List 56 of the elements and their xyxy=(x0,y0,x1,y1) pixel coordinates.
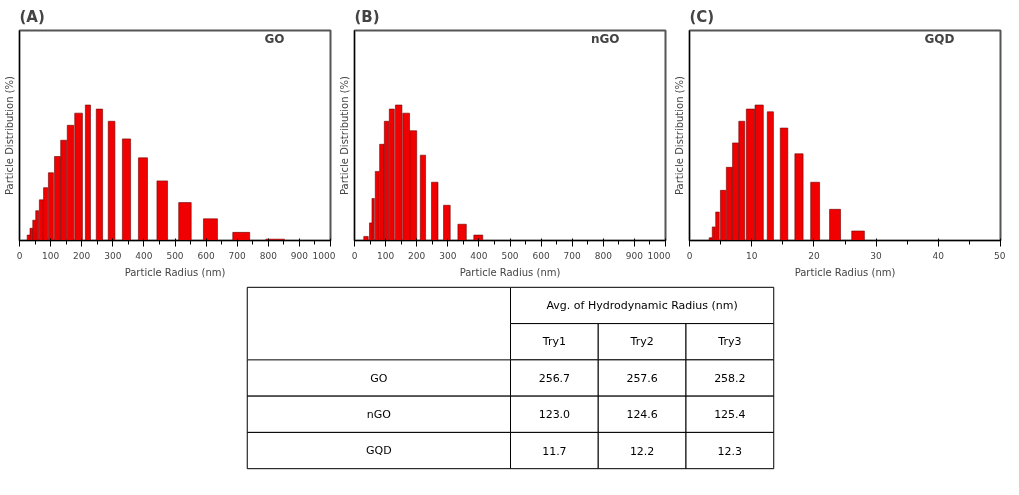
category-label: GQD xyxy=(366,444,392,458)
text: GQD xyxy=(924,31,955,46)
x-tick-label: 600 xyxy=(197,250,215,261)
y-axis-title: Particle Distribution (%) xyxy=(673,75,685,195)
x-axis-title: Particle Radius (nm) xyxy=(124,266,226,278)
text: 257.6 xyxy=(626,372,658,385)
text: 258.2 xyxy=(714,372,746,385)
x-tick-label: 0 xyxy=(351,250,358,261)
x-tick-label: 100 xyxy=(377,250,395,261)
x-tick-label: 400 xyxy=(470,250,488,261)
text: 124.6 xyxy=(626,408,658,422)
chart-title: (B) xyxy=(354,7,380,26)
x-tick-label: 300 xyxy=(104,250,122,261)
text: 11.7 xyxy=(542,444,567,458)
category-label: Try3 xyxy=(717,335,742,349)
text: Avg. of Hydrodynamic Radius (nm) xyxy=(546,298,738,312)
x-tick-label: 100 xyxy=(42,250,60,261)
x-tick-label: 0 xyxy=(686,250,693,261)
x-tick-label: 700 xyxy=(228,250,247,261)
text: 123.0 xyxy=(538,408,571,422)
category-label: nGO xyxy=(366,407,391,421)
text: GO xyxy=(264,31,285,46)
x-tick-label: 900 xyxy=(290,250,309,261)
x-tick-label: 600 xyxy=(532,250,550,261)
x-tick-label: 400 xyxy=(135,250,153,261)
text: 12.2 xyxy=(629,444,655,458)
x-tick-label: 800 xyxy=(259,250,278,261)
x-tick-label: 40 xyxy=(932,250,945,261)
category-label: Try2 xyxy=(629,335,654,349)
x-tick-label: 200 xyxy=(73,250,91,261)
x-tick-label: 500 xyxy=(166,250,184,261)
x-axis-title: Particle Radius (nm) xyxy=(794,266,896,278)
text: 12.3 xyxy=(717,444,743,458)
y-axis-title: Particle Distribution (%) xyxy=(338,75,350,195)
x-tick-label: 200 xyxy=(408,250,426,261)
category-label: Try1 xyxy=(541,335,566,349)
x-tick-label: 20 xyxy=(808,250,820,261)
x-tick-label: 1000 xyxy=(647,250,671,261)
x-tick-label: 50 xyxy=(994,250,1006,261)
x-tick-label: 30 xyxy=(870,250,883,261)
x-tick-label: 700 xyxy=(563,250,582,261)
x-tick-label: 0 xyxy=(16,250,23,261)
category-label: GO xyxy=(370,371,388,385)
text: nGO xyxy=(590,31,620,46)
text: 256.7 xyxy=(538,372,571,385)
x-tick-label: 300 xyxy=(439,250,457,261)
y-axis-title: Particle Distribution (%) xyxy=(3,75,15,195)
x-axis-title: Particle Radius (nm) xyxy=(459,266,561,278)
x-tick-label: 500 xyxy=(501,250,519,261)
x-tick-label: 10 xyxy=(745,250,758,261)
chart-title: (A) xyxy=(19,7,45,26)
x-tick-label: 800 xyxy=(594,250,613,261)
x-tick-label: 1000 xyxy=(312,250,336,261)
text: 125.4 xyxy=(714,408,746,422)
chart-title: (C) xyxy=(689,7,715,26)
x-tick-label: 900 xyxy=(625,250,644,261)
